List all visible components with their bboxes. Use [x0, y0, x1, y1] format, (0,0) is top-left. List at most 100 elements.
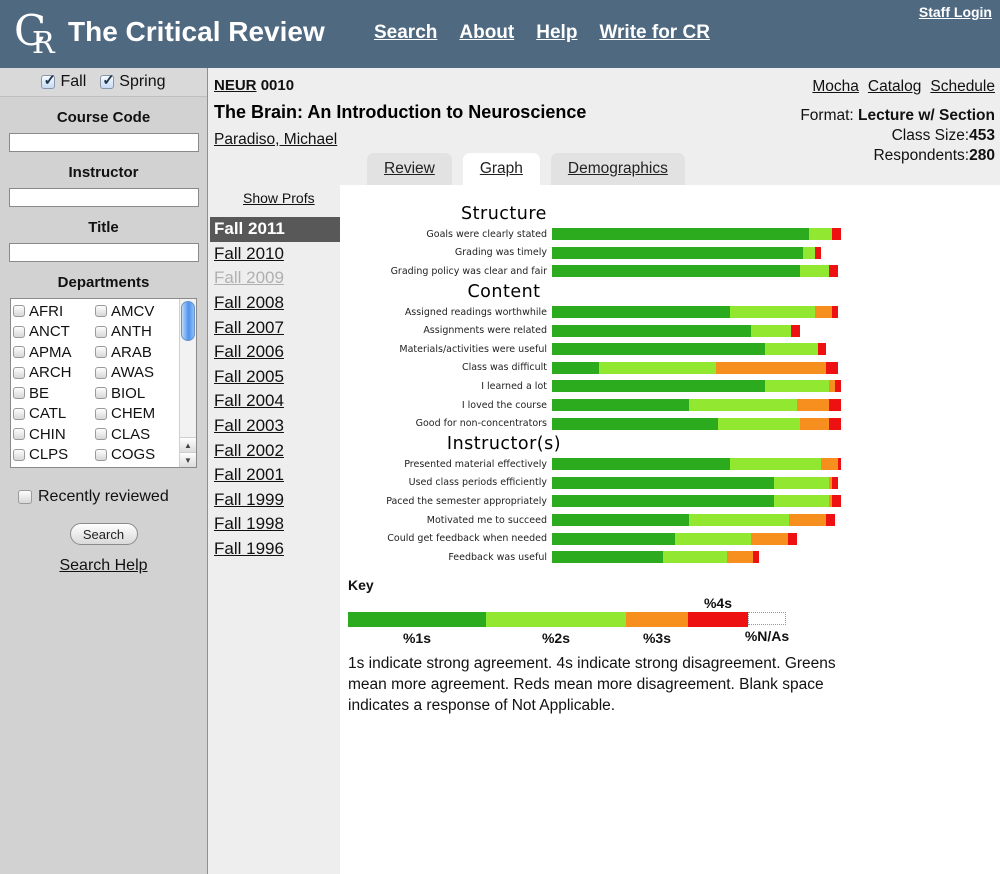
- chart-row: Motivated me to succeed: [348, 511, 858, 530]
- department-option-chem[interactable]: CHEM: [95, 404, 177, 425]
- checkbox-icon[interactable]: [95, 407, 107, 420]
- season-checkbox-spring[interactable]: Spring: [100, 71, 166, 91]
- semester-link-fall-2005[interactable]: Fall 2005: [214, 366, 284, 386]
- external-link-catalog[interactable]: Catalog: [867, 78, 922, 95]
- bar-label: Used class periods efficiently: [408, 477, 547, 489]
- nav-link-about[interactable]: About: [459, 22, 515, 43]
- cr-logo-icon[interactable]: C R: [14, 6, 55, 61]
- staff-login-link[interactable]: Staff Login: [918, 4, 992, 20]
- semester-link-fall-1999[interactable]: Fall 1999: [214, 489, 284, 509]
- checkbox-icon[interactable]: [13, 387, 25, 400]
- checkbox-icon[interactable]: [95, 428, 107, 441]
- semester-link-fall-2010[interactable]: Fall 2010: [214, 243, 284, 263]
- external-link-mocha[interactable]: Mocha: [812, 78, 859, 95]
- department-option-arab[interactable]: ARAB: [95, 342, 177, 363]
- semester-link-fall-2001[interactable]: Fall 2001: [214, 465, 284, 485]
- semester-link-fall-2011[interactable]: Fall 2011: [214, 219, 285, 239]
- semester-link-fall-2009[interactable]: Fall 2009: [214, 268, 284, 288]
- instructor-link[interactable]: Paradiso, Michael: [214, 131, 338, 148]
- title-input[interactable]: [8, 243, 199, 262]
- semester-link-fall-1996[interactable]: Fall 1996: [214, 539, 284, 559]
- checkbox-icon[interactable]: [13, 305, 25, 318]
- chart-group-header: Structure: [461, 204, 547, 224]
- season-label: Spring: [119, 73, 166, 90]
- bar-segment-1s: [552, 265, 801, 278]
- course-code-input[interactable]: [8, 133, 199, 152]
- respondents-value: 280: [969, 147, 995, 164]
- checkbox-icon[interactable]: [13, 428, 25, 441]
- bar-segment-1s: [552, 343, 766, 356]
- department-option-afri[interactable]: AFRI: [13, 301, 95, 322]
- key-swatch: [626, 612, 688, 627]
- scroll-up-icon[interactable]: ▲: [180, 437, 196, 452]
- search-button[interactable]: Search: [69, 523, 138, 545]
- nav-link-search[interactable]: Search: [374, 22, 438, 43]
- department-option-amcv[interactable]: AMCV: [95, 301, 177, 322]
- checkbox-icon[interactable]: [95, 448, 107, 461]
- checkbox-icon[interactable]: [100, 71, 115, 89]
- bar-segment-3s: [788, 514, 827, 527]
- semester-link-fall-2006[interactable]: Fall 2006: [214, 342, 284, 362]
- tab-demographics[interactable]: Demographics: [550, 153, 685, 185]
- semester-link-fall-1998[interactable]: Fall 1998: [214, 514, 284, 534]
- department-option-apma[interactable]: APMA: [13, 342, 95, 363]
- checkbox-icon[interactable]: [95, 325, 107, 338]
- external-links: Mocha Catalog Schedule: [812, 78, 995, 96]
- department-option-arch[interactable]: ARCH: [13, 363, 95, 384]
- checkbox-icon[interactable]: [13, 325, 25, 338]
- checkbox-icon[interactable]: [13, 407, 25, 420]
- scrollbar-thumb[interactable]: [181, 301, 195, 341]
- department-option-awas[interactable]: AWAS: [95, 363, 177, 384]
- semester-item: Fall 2001: [210, 463, 340, 488]
- checkbox-icon[interactable]: [95, 387, 107, 400]
- department-link[interactable]: NEUR: [214, 77, 257, 94]
- department-option-catl[interactable]: CATL: [13, 404, 95, 425]
- checkbox-icon[interactable]: [13, 366, 25, 379]
- checkbox-icon[interactable]: [41, 71, 56, 89]
- department-option-anth[interactable]: ANTH: [95, 322, 177, 343]
- nav-link-help[interactable]: Help: [536, 22, 578, 43]
- bar-segment-2s: [730, 458, 821, 471]
- checkbox-icon[interactable]: [95, 305, 107, 318]
- department-label: ANTH: [111, 323, 152, 341]
- checkbox-icon[interactable]: [13, 448, 25, 461]
- semester-link-fall-2003[interactable]: Fall 2003: [214, 416, 284, 436]
- department-option-chin[interactable]: CHIN: [13, 424, 95, 445]
- checkbox-icon[interactable]: [18, 490, 32, 504]
- nav-link-write-for-cr[interactable]: Write for CR: [599, 22, 710, 43]
- instructor-input[interactable]: [8, 188, 199, 207]
- recently-reviewed-checkbox[interactable]: Recently reviewed: [18, 488, 207, 506]
- department-option-be[interactable]: BE: [13, 383, 95, 404]
- semester-item: Fall 2004: [210, 389, 340, 414]
- department-option-anct[interactable]: ANCT: [13, 322, 95, 343]
- department-option-clps[interactable]: CLPS: [13, 445, 95, 466]
- semester-link-fall-2008[interactable]: Fall 2008: [214, 293, 284, 313]
- bar-track: [552, 306, 844, 319]
- department-option-biol[interactable]: BIOL: [95, 383, 177, 404]
- external-link-schedule[interactable]: Schedule: [930, 78, 995, 95]
- bar-segment-4s: [832, 306, 839, 319]
- scroll-down-icon[interactable]: ▼: [180, 452, 196, 467]
- checkbox-icon[interactable]: [13, 346, 25, 359]
- bar-track: [552, 361, 844, 374]
- department-option-clas[interactable]: CLAS: [95, 424, 177, 445]
- respondents-row: Respondents:280: [873, 147, 995, 164]
- checkbox-icon[interactable]: [95, 346, 107, 359]
- key-column: %3s: [626, 595, 688, 646]
- key-column: %1s: [348, 595, 486, 646]
- bar-segment-1s: [552, 246, 804, 259]
- tab-review[interactable]: Review: [367, 153, 452, 185]
- checkbox-icon[interactable]: [95, 366, 107, 379]
- semester-link-fall-2004[interactable]: Fall 2004: [214, 391, 284, 411]
- bar-segment-2s: [689, 399, 798, 412]
- semester-link-fall-2002[interactable]: Fall 2002: [214, 440, 284, 460]
- search-help-link[interactable]: Search Help: [59, 557, 148, 574]
- departments-scrollbar[interactable]: ▲ ▼: [179, 299, 196, 467]
- show-profs-link[interactable]: Show Profs: [243, 190, 315, 206]
- semester-link-fall-2007[interactable]: Fall 2007: [214, 317, 284, 337]
- tab-graph[interactable]: Graph: [462, 153, 540, 185]
- bar-segment-3s: [829, 380, 836, 393]
- season-checkbox-fall[interactable]: Fall: [41, 71, 86, 91]
- department-label: ANCT: [29, 323, 70, 341]
- department-option-cogs[interactable]: COGS: [95, 445, 177, 466]
